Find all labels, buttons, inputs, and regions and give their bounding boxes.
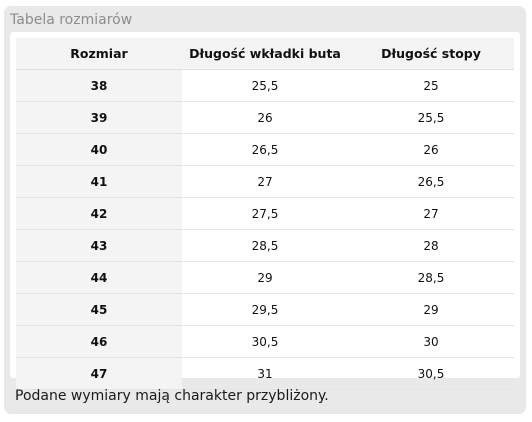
table-row: 45 29,5 29	[16, 293, 514, 326]
table-header-row: Rozmiar Długość wkładki buta Długość sto…	[16, 38, 514, 70]
size-cell: 45	[16, 293, 182, 326]
foot-length-cell: 26,5	[348, 165, 514, 198]
foot-length-cell: 29	[348, 293, 514, 326]
insole-length-cell: 29	[182, 261, 348, 294]
table-row: 43 28,5 28	[16, 229, 514, 262]
insole-length-cell: 26	[182, 101, 348, 134]
table-row: 41 27 26,5	[16, 165, 514, 198]
size-chart-panel: Tabela rozmiarów Rozmiar Długość wkładki…	[4, 6, 526, 414]
insole-length-cell: 30,5	[182, 325, 348, 358]
size-cell: 44	[16, 261, 182, 294]
size-cell: 47	[16, 357, 182, 390]
table-row: 47 31 30,5	[16, 357, 514, 390]
insole-length-cell: 31	[182, 357, 348, 390]
size-cell: 40	[16, 133, 182, 166]
foot-length-cell: 26	[348, 133, 514, 166]
header-insole-length: Długość wkładki buta	[182, 38, 348, 70]
size-cell: 42	[16, 197, 182, 230]
foot-length-cell: 27	[348, 197, 514, 230]
size-cell: 38	[16, 69, 182, 102]
header-foot-length: Długość stopy	[348, 38, 514, 70]
size-cell: 43	[16, 229, 182, 262]
header-size: Rozmiar	[16, 38, 182, 70]
table-row: 42 27,5 27	[16, 197, 514, 230]
approximation-note: Podane wymiary mają charakter przybliżon…	[15, 388, 329, 404]
foot-length-cell: 25,5	[348, 101, 514, 134]
table-row: 40 26,5 26	[16, 133, 514, 166]
insole-length-cell: 27	[182, 165, 348, 198]
table-row: 38 25,5 25	[16, 69, 514, 102]
foot-length-cell: 28,5	[348, 261, 514, 294]
size-table: Rozmiar Długość wkładki buta Długość sto…	[16, 38, 514, 390]
insole-length-cell: 25,5	[182, 69, 348, 102]
size-cell: 46	[16, 325, 182, 358]
panel-title: Tabela rozmiarów	[10, 12, 133, 28]
foot-length-cell: 30	[348, 325, 514, 358]
size-cell: 39	[16, 101, 182, 134]
foot-length-cell: 28	[348, 229, 514, 262]
insole-length-cell: 28,5	[182, 229, 348, 262]
foot-length-cell: 30,5	[348, 357, 514, 390]
table-row: 44 29 28,5	[16, 261, 514, 294]
insole-length-cell: 29,5	[182, 293, 348, 326]
foot-length-cell: 25	[348, 69, 514, 102]
table-row: 39 26 25,5	[16, 101, 514, 134]
size-cell: 41	[16, 165, 182, 198]
size-table-container: Rozmiar Długość wkładki buta Długość sto…	[10, 32, 520, 390]
table-row: 46 30,5 30	[16, 325, 514, 358]
insole-length-cell: 27,5	[182, 197, 348, 230]
insole-length-cell: 26,5	[182, 133, 348, 166]
